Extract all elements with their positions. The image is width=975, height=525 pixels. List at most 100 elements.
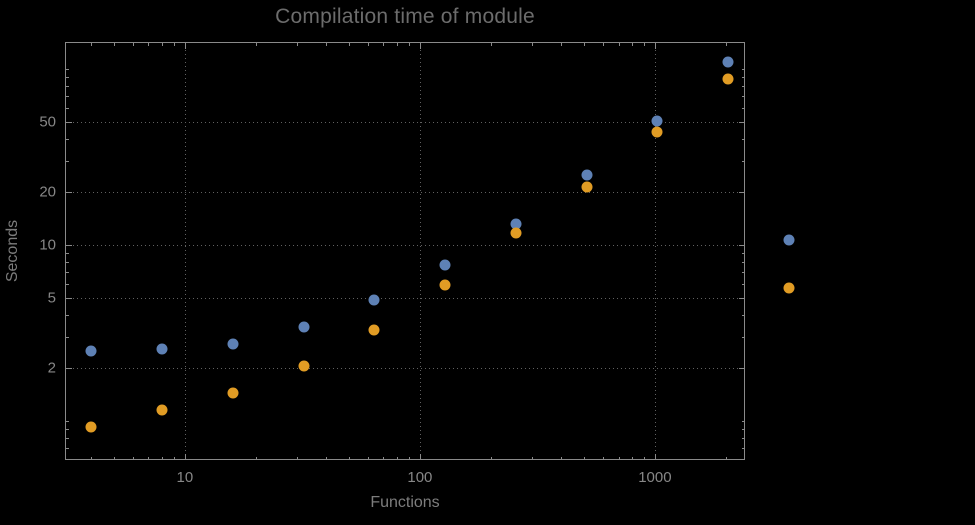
x-minor-tick-top-70	[383, 43, 384, 46]
y-minor-tick-left-60	[66, 108, 69, 109]
y-minor-tick-right-100	[742, 69, 745, 70]
y-minor-tick-right-90	[742, 77, 745, 78]
x-minor-tick-top-30	[297, 43, 298, 46]
gridline-x-1000	[655, 42, 656, 460]
data-point-orange-x16	[227, 387, 239, 399]
y-tick-label-2: 2	[47, 359, 56, 377]
x-minor-tick-top-50	[349, 43, 350, 46]
x-minor-tick-bottom-30	[297, 457, 298, 460]
y-tick-label-5: 5	[47, 289, 56, 307]
y-minor-tick-right-0.8	[742, 438, 745, 439]
y-minor-tick-right-60	[742, 108, 745, 109]
x-minor-tick-bottom-400	[561, 457, 562, 460]
y-minor-tick-left-6	[66, 284, 69, 285]
x-minor-tick-top-800	[632, 43, 633, 46]
x-minor-tick-bottom-20	[256, 457, 257, 460]
gridline-y-20	[65, 192, 745, 193]
y-minor-tick-left-8	[66, 262, 69, 263]
x-minor-tick-top-400	[561, 43, 562, 46]
data-point-orange-x1024	[651, 126, 663, 138]
y-major-tick-left-5	[66, 298, 72, 299]
y-major-tick-right-5	[739, 298, 745, 299]
y-minor-tick-right-0.9	[742, 429, 745, 430]
y-minor-tick-left-30	[66, 161, 69, 162]
gridline-y-5	[65, 298, 745, 299]
data-point-blue-x64	[368, 294, 380, 305]
x-minor-tick-top-700	[619, 43, 620, 46]
x-minor-tick-top-6	[133, 43, 134, 46]
x-minor-tick-bottom-40	[326, 457, 327, 460]
y-major-tick-right-50	[739, 122, 745, 123]
y-minor-tick-right-8	[742, 262, 745, 263]
x-minor-tick-bottom-4	[91, 457, 92, 460]
x-minor-tick-top-600	[603, 43, 604, 46]
y-major-tick-right-20	[739, 192, 745, 193]
y-minor-tick-right-7	[742, 272, 745, 273]
y-major-tick-left-10	[66, 245, 72, 246]
gridline-y-10	[65, 245, 745, 246]
data-point-blue-x4	[85, 345, 97, 357]
y-minor-tick-left-70	[66, 96, 69, 97]
x-minor-tick-bottom-7	[148, 457, 149, 460]
data-point-orange-x64	[368, 324, 380, 336]
data-point-orange-x128	[439, 279, 451, 291]
x-minor-tick-top-7	[148, 43, 149, 46]
legend-marker-orange	[783, 282, 795, 294]
y-minor-tick-right-70	[742, 96, 745, 97]
x-minor-tick-bottom-300	[532, 457, 533, 460]
data-point-orange-x2048	[722, 73, 734, 85]
x-major-tick-top-100	[420, 43, 421, 49]
x-minor-tick-bottom-200	[491, 457, 492, 460]
x-minor-tick-bottom-9	[174, 457, 175, 460]
x-minor-tick-bottom-5	[114, 457, 115, 460]
plot-frame	[65, 42, 745, 460]
x-minor-tick-top-80	[397, 43, 398, 46]
gridline-x-10	[185, 42, 186, 460]
y-tick-label-10: 10	[39, 236, 56, 254]
y-minor-tick-right-40	[742, 139, 745, 140]
x-minor-tick-bottom-500	[584, 457, 585, 460]
x-minor-tick-bottom-6	[133, 457, 134, 460]
x-minor-tick-bottom-80	[397, 457, 398, 460]
x-minor-tick-bottom-800	[632, 457, 633, 460]
x-minor-tick-top-200	[491, 43, 492, 46]
y-minor-tick-left-1	[66, 421, 69, 422]
x-minor-tick-bottom-50	[349, 457, 350, 460]
y-major-tick-right-10	[739, 245, 745, 246]
x-major-tick-bottom-100	[420, 454, 421, 460]
x-major-tick-bottom-1000	[655, 454, 656, 460]
x-minor-tick-top-90	[409, 43, 410, 46]
x-axis-label: Functions	[370, 494, 440, 511]
gridline-x-100	[420, 42, 421, 460]
y-minor-tick-left-40	[66, 139, 69, 140]
x-minor-tick-top-9	[174, 43, 175, 46]
x-minor-tick-bottom-70	[383, 457, 384, 460]
y-major-tick-left-50	[66, 122, 72, 123]
y-minor-tick-right-80	[742, 86, 745, 87]
y-minor-tick-left-0.8	[66, 438, 69, 439]
data-point-blue-x256	[510, 218, 522, 230]
data-point-orange-x4	[85, 421, 97, 433]
chart-title: Compilation time of module	[275, 5, 535, 28]
y-tick-label-20: 20	[39, 183, 56, 201]
y-minor-tick-right-6	[742, 284, 745, 285]
data-point-orange-x256	[510, 227, 522, 239]
y-minor-tick-left-100	[66, 69, 69, 70]
x-tick-label-100: 100	[407, 469, 433, 486]
x-minor-tick-top-900	[644, 43, 645, 46]
x-minor-tick-bottom-2000	[726, 457, 727, 460]
y-major-tick-left-20	[66, 192, 72, 193]
x-minor-tick-top-40	[326, 43, 327, 46]
x-minor-tick-top-60	[368, 43, 369, 46]
y-minor-tick-left-90	[66, 77, 69, 78]
y-minor-tick-right-0.7	[742, 448, 745, 449]
x-minor-tick-top-20	[256, 43, 257, 46]
x-minor-tick-bottom-8	[162, 457, 163, 460]
y-minor-tick-right-4	[742, 315, 745, 316]
data-point-blue-x2048	[722, 56, 734, 68]
legend-marker-blue	[783, 234, 795, 246]
x-major-tick-top-10	[185, 43, 186, 49]
y-minor-tick-left-4	[66, 315, 69, 316]
x-major-tick-bottom-10	[185, 454, 186, 460]
